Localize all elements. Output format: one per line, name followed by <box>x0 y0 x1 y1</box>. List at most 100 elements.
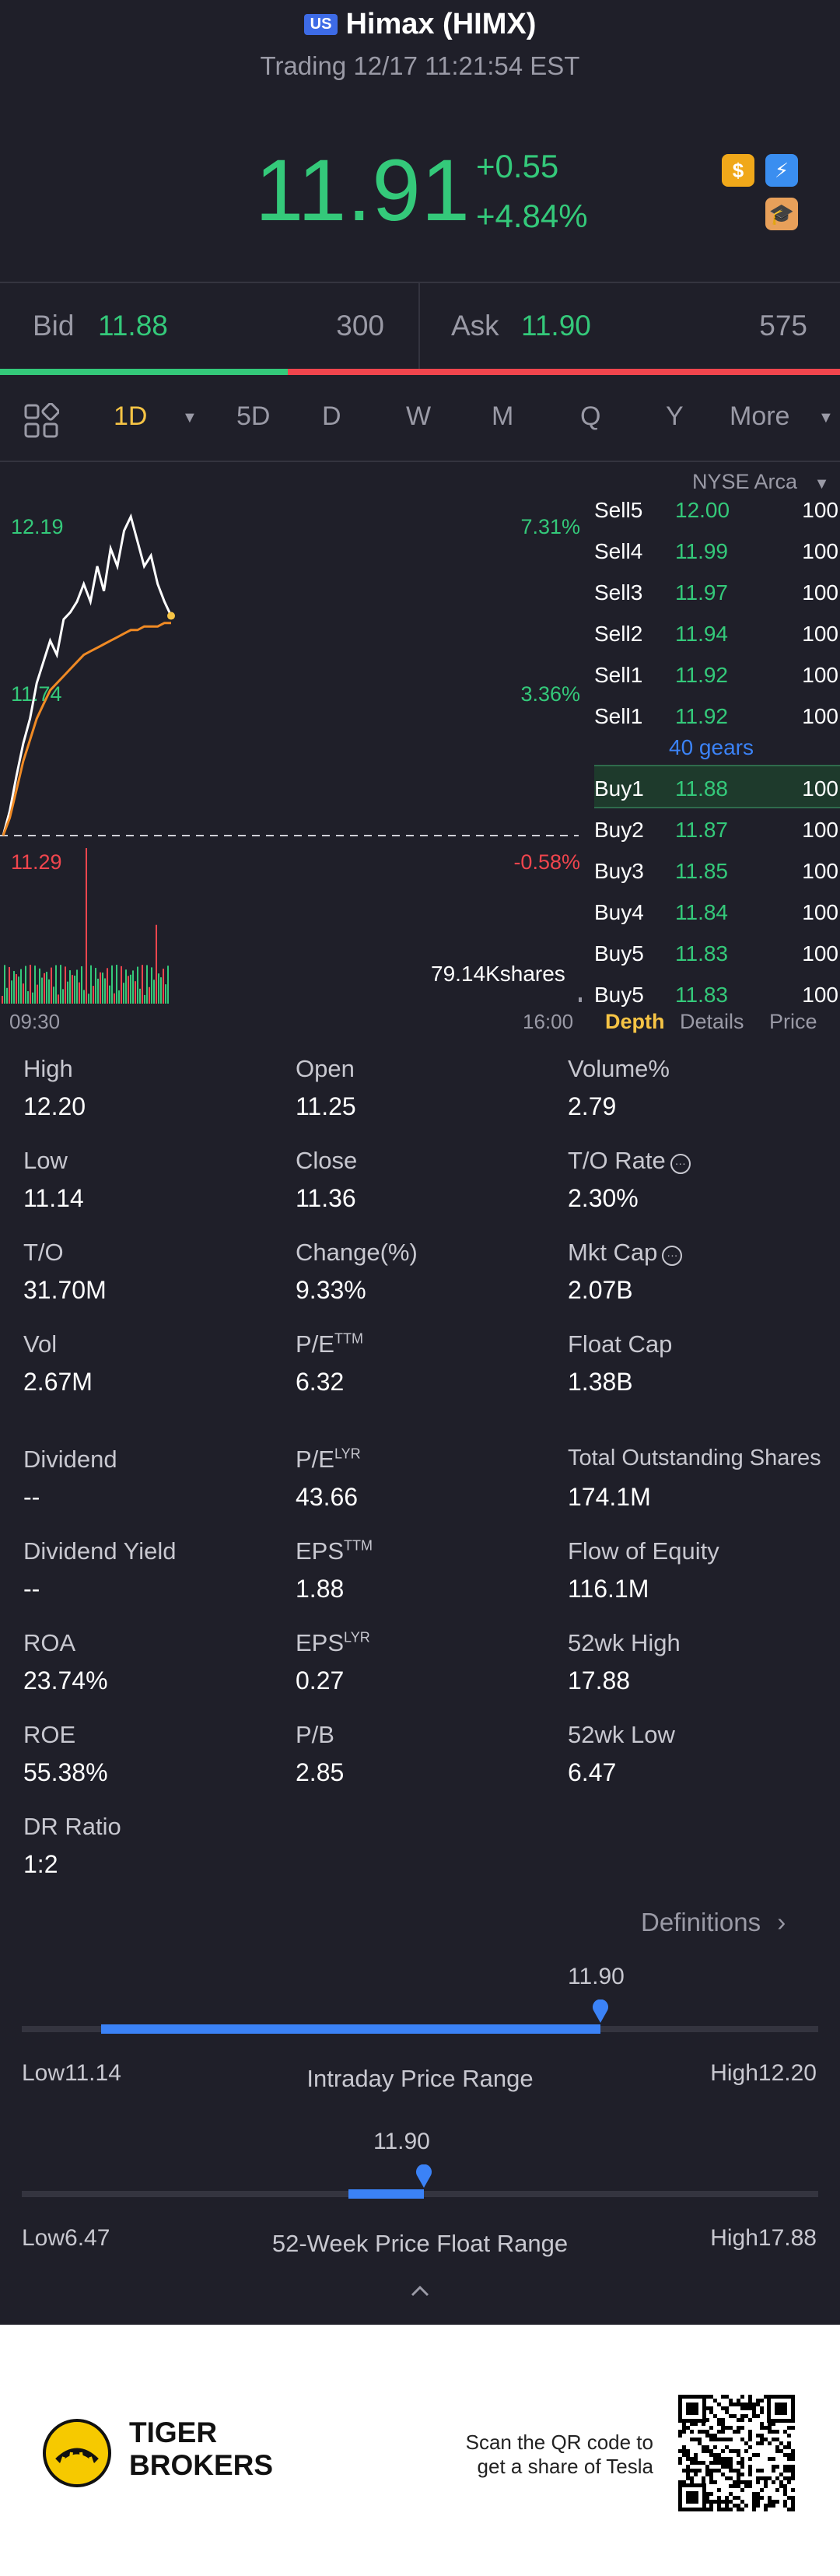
tab-period-q[interactable]: Q <box>580 401 601 431</box>
buy-order-row[interactable]: Buy2 11.87 100 <box>593 810 840 849</box>
buy-order-row[interactable]: Buy4 11.84 100 <box>593 892 840 931</box>
current-price-dot <box>167 612 175 620</box>
buy-order-qty: 100 <box>802 859 838 883</box>
volume-bar <box>62 989 64 1004</box>
stock-title: Himax (HIMX) <box>345 8 537 40</box>
stat-label: Open <box>296 1055 355 1083</box>
volume-bar <box>4 965 5 1004</box>
exchange-selector[interactable]: NYSE Arca ▼ <box>692 470 829 494</box>
sell-order-row[interactable]: Sell3 11.97 100 <box>593 573 840 612</box>
stat-label-text: Mkt Cap <box>568 1239 658 1266</box>
volume-bar <box>76 969 78 1004</box>
stat-value: 116.1M <box>568 1575 649 1603</box>
stat-label-superscript: LYR <box>344 1629 370 1645</box>
sell-order-row[interactable]: Sell4 11.99 100 <box>593 531 840 570</box>
tiger-logo-icon <box>42 2418 112 2488</box>
divider <box>0 282 840 283</box>
tab-period-1d[interactable]: 1D <box>114 401 148 431</box>
volume-bar <box>156 924 157 1004</box>
time-start-label: 09:30 <box>9 1010 61 1033</box>
stat-label-text: 52wk High <box>568 1629 681 1656</box>
volume-bar <box>167 966 169 1004</box>
tab-period-y[interactable]: Y <box>666 401 684 431</box>
volume-label: 79.14Kshares <box>431 962 565 986</box>
sell-order-qty: 100 <box>802 498 838 522</box>
stat-value: 11.25 <box>296 1092 356 1120</box>
buy-order-row[interactable]: Buy5 11.83 100 <box>593 975 840 1014</box>
chevron-down-icon[interactable]: ▼ <box>182 409 198 426</box>
sell-order-label: Sell4 <box>594 539 643 563</box>
buy-order-row[interactable]: Buy3 11.85 100 <box>593 851 840 890</box>
volume-bar <box>139 988 141 1004</box>
stat-label: ROA <box>23 1629 75 1657</box>
stat-label-text: P/E <box>296 1330 334 1358</box>
chart-pct-label-bottom: -0.58% <box>513 850 580 874</box>
volume-bar <box>16 974 17 1004</box>
dollar-icon[interactable]: $ <box>722 154 754 187</box>
volume-bar <box>149 987 150 1004</box>
week52-high: High17.88 <box>710 2225 817 2251</box>
buy-order-qty: 100 <box>802 776 838 801</box>
stat-label-text: DR Ratio <box>23 1813 121 1840</box>
stat-value: 174.1M <box>568 1483 651 1511</box>
volume-bar <box>130 974 131 1004</box>
chart-y-label-top: 12.19 <box>11 515 64 538</box>
qr-code[interactable] <box>678 2395 795 2511</box>
gears-label[interactable]: 40 gears <box>669 735 754 759</box>
sell-order-price: 12.00 <box>675 498 730 522</box>
volume-bar <box>30 965 31 1004</box>
chevron-down-icon[interactable]: ▼ <box>818 409 834 426</box>
stat-value: 31.70M <box>23 1276 107 1304</box>
grid-icon[interactable] <box>23 402 60 439</box>
buy-order-row[interactable]: Buy1 11.88 100 <box>593 769 840 808</box>
sell-order-row[interactable]: Sell2 11.94 100 <box>593 614 840 653</box>
sell-order-qty: 100 <box>802 704 838 728</box>
sell-order-row[interactable]: Sell1 11.92 100 <box>593 696 840 735</box>
stat-label-text: Open <box>296 1055 355 1082</box>
bid-panel[interactable]: Bid 11.88 300 <box>0 283 418 369</box>
stat-label: Close <box>296 1147 357 1175</box>
ask-price: 11.90 <box>521 310 591 342</box>
price-change: +0.55 <box>476 148 559 184</box>
sell-order-row[interactable]: Sell1 11.92 100 <box>593 655 840 694</box>
sell-order-qty: 100 <box>802 663 838 687</box>
stat-label: Vol <box>23 1330 57 1358</box>
info-icon[interactable]: ··· <box>670 1154 691 1174</box>
tab-period-m[interactable]: M <box>492 401 514 431</box>
intraday-chart[interactable] <box>0 464 591 1039</box>
sell-order-label: Sell3 <box>594 580 643 605</box>
tab-period-w[interactable]: W <box>406 401 432 431</box>
tab-details[interactable]: Details <box>680 1010 744 1033</box>
volume-bar <box>114 993 115 1004</box>
ask-panel[interactable]: Ask 11.90 575 <box>420 283 840 369</box>
tab-period-d[interactable]: D <box>322 401 341 431</box>
bolt-icon[interactable]: ⚡ <box>765 154 798 187</box>
stat-label: DR Ratio <box>23 1813 121 1841</box>
stat-value: 23.74% <box>23 1667 108 1695</box>
stat-label-text: P/B <box>296 1721 334 1748</box>
chart-pct-label-mid: 3.36% <box>520 682 580 706</box>
volume-bar <box>90 965 92 1004</box>
sell-order-price: 11.97 <box>675 580 728 605</box>
qr-caption-line-1: Scan the QR code to <box>465 2431 653 2454</box>
tab-price[interactable]: Price <box>769 1010 817 1033</box>
stat-value: 6.47 <box>568 1758 617 1786</box>
stat-value: 2.79 <box>568 1092 617 1120</box>
education-icon[interactable]: 🎓 <box>765 198 798 230</box>
sell-order-price: 11.94 <box>675 622 728 646</box>
definitions-link[interactable]: Definitions › <box>641 1908 786 1937</box>
tab-period-5d[interactable]: 5D <box>236 401 271 431</box>
volume-bar <box>151 967 152 1004</box>
average-line <box>2 622 171 836</box>
tab-period-more[interactable]: More <box>730 401 790 431</box>
sell-order-row[interactable]: Sell5 12.00 100 <box>593 490 840 529</box>
exchange-name: NYSE Arca <box>692 470 798 493</box>
chart-pct-label-top: 7.31% <box>520 515 580 538</box>
buy-order-row[interactable]: Buy5 11.83 100 <box>593 934 840 973</box>
volume-bar <box>55 965 57 1004</box>
info-icon[interactable]: ··· <box>662 1246 683 1266</box>
chevron-up-icon[interactable] <box>408 2280 432 2303</box>
stat-value: 2.30% <box>568 1184 639 1212</box>
tab-depth[interactable]: Depth <box>605 1010 665 1033</box>
stat-label: P/B <box>296 1721 334 1749</box>
